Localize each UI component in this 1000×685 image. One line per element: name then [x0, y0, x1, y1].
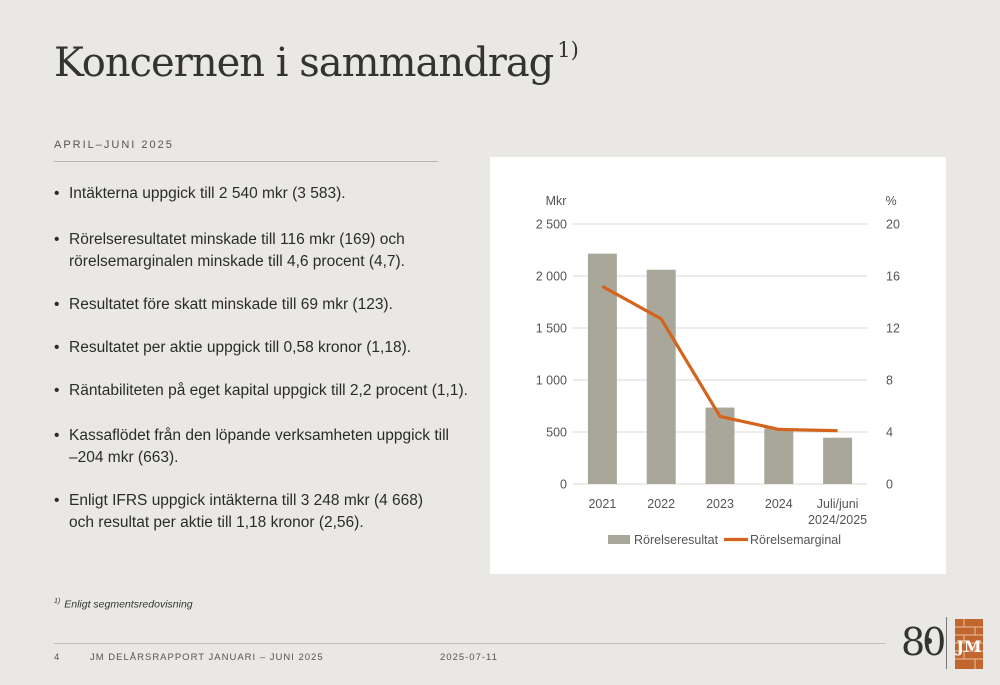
report-name: JM DELÅRSRAPPORT JANUARI – JUNI 2025 — [90, 652, 324, 663]
footnote: 1) Enligt segmentsredovisning — [54, 598, 193, 611]
legend-bar-label: Rörelseresultat — [634, 533, 719, 547]
bar — [646, 269, 676, 484]
bullet-item: Enligt IFRS uppgick intäkterna till 3 24… — [54, 490, 423, 534]
y-left-tick-label: 2 000 — [536, 270, 567, 284]
report-date: 2025-07-11 — [440, 652, 498, 663]
section-divider — [54, 161, 438, 162]
bullet-item: Rörelseresultatet minskade till 116 mkr … — [54, 229, 405, 273]
title-footnote-mark: 1) — [557, 38, 579, 62]
legend-bar-swatch — [608, 535, 630, 544]
bullet-item: Kassaflödet från den löpande verksamhete… — [54, 425, 449, 469]
bullet-line: och resultat per aktie till 1,18 kronor … — [69, 514, 364, 531]
footnote-text: Enligt segmentsredovisning — [64, 598, 193, 611]
y-left-tick-label: 500 — [546, 426, 567, 440]
bullet-line: Kassaflödet från den löpande verksamhete… — [69, 427, 449, 444]
bullet-item: Intäkterna uppgick till 2 540 mkr (3 583… — [54, 183, 346, 205]
bullet-line: Resultatet per aktie uppgick till 0,58 k… — [69, 339, 412, 356]
y-right-axis-label: % — [885, 194, 896, 208]
logo-separator — [946, 617, 947, 669]
y-left-axis-label: Mkr — [546, 194, 567, 208]
footer-divider — [54, 643, 886, 644]
bullet-line: rörelsemarginalen minskade till 4,6 proc… — [69, 253, 405, 270]
y-right-tick-label: 20 — [886, 218, 900, 232]
bar — [705, 407, 735, 484]
bullet-line: Räntabiliteten på eget kapital uppgick t… — [69, 382, 468, 399]
anniversary-80-text: 80 — [901, 620, 944, 664]
y-left-tick-label: 0 — [560, 478, 567, 492]
page-title-text: Koncernen i sammandrag — [54, 40, 554, 86]
bullet-item: Resultatet per aktie uppgick till 0,58 k… — [54, 337, 411, 359]
jm-logo: JM — [955, 619, 983, 669]
jm-logo-text: JM — [955, 637, 982, 656]
bullet-item: Räntabiliteten på eget kapital uppgick t… — [54, 380, 468, 402]
x-tick-label: 2022 — [647, 497, 675, 511]
page-number: 4 — [54, 652, 61, 663]
y-right-tick-label: 16 — [886, 270, 900, 284]
y-left-tick-label: 1 500 — [536, 322, 567, 336]
bullet-line: Intäkterna uppgick till 2 540 mkr (3 583… — [69, 185, 346, 202]
anniversary-80-logo: 80 — [901, 620, 946, 664]
y-right-tick-label: 0 — [886, 478, 893, 492]
bullet-line: –204 mkr (663). — [69, 449, 179, 466]
y-left-tick-label: 1 000 — [536, 374, 567, 388]
bullet-item: Resultatet före skatt minskade till 69 m… — [54, 294, 393, 316]
section-label: APRIL–JUNI 2025 — [54, 139, 174, 151]
x-tick-label: Juli/juni — [817, 497, 859, 511]
y-left-tick-label: 2 500 — [536, 218, 567, 232]
y-right-tick-label: 4 — [886, 426, 893, 440]
bullet-line: Rörelseresultatet minskade till 116 mkr … — [69, 231, 405, 248]
bullet-line: Enligt IFRS uppgick intäkterna till 3 24… — [69, 492, 424, 509]
x-tick-label: 2023 — [706, 497, 734, 511]
footnote-mark: 1) — [54, 598, 61, 605]
x-tick-label: 2024 — [765, 497, 793, 511]
chart-panel: 0 500 1 000 1 500 2 000 2 500 0 4 8 12 16 20 Mkr% 202… — [490, 157, 946, 574]
page-title: Koncernen i sammandrag 1) — [54, 38, 579, 86]
bar — [764, 428, 794, 484]
bar — [823, 437, 853, 484]
y-right-tick-label: 12 — [886, 322, 900, 336]
operating-result-chart: 0 500 1 000 1 500 2 000 2 500 0 4 8 12 16 20 Mkr % 202… — [536, 194, 900, 547]
y-right-tick-label: 8 — [886, 374, 893, 388]
x-tick-label: 2021 — [588, 497, 616, 511]
bullet-line: Resultatet före skatt minskade till 69 m… — [69, 296, 393, 313]
legend-line-label: Rörelsemarginal — [750, 533, 841, 547]
x-tick-label: 2024/2025 — [808, 513, 867, 527]
